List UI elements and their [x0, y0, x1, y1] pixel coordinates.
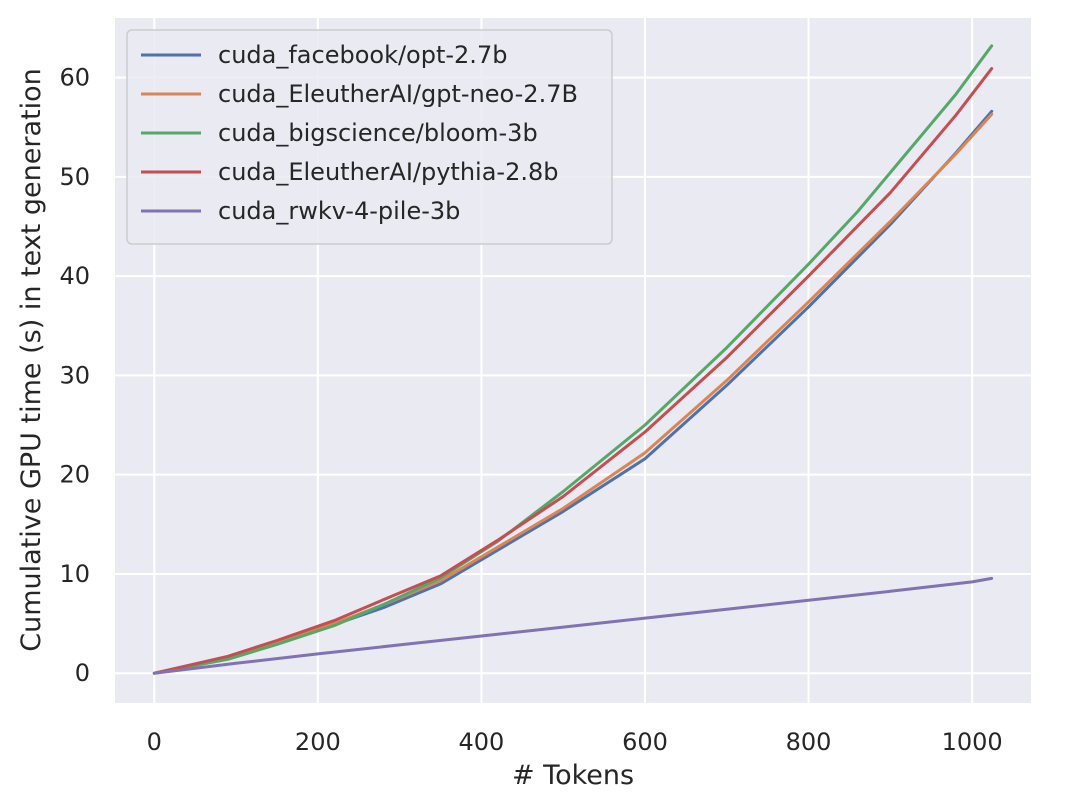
legend-label: cuda_EleutherAI/gpt-neo-2.7B: [218, 80, 578, 108]
legend: cuda_facebook/opt-2.7b cuda_EleutherAI/gp…: [126, 29, 613, 245]
legend-entry: cuda_bigscience/bloom-3b: [141, 119, 538, 147]
legend-label: cuda_EleutherAI/pythia-2.8b: [218, 158, 559, 186]
series-line-3: [152, 44, 994, 675]
legend-entry: cuda_EleutherAI/pythia-2.8b: [141, 158, 559, 186]
y-tick-label: 10: [59, 560, 90, 588]
legend-label: cuda_rwkv-4-pile-3b: [218, 197, 460, 225]
x-tick-label: 600: [622, 728, 668, 756]
y-tick-label: 20: [59, 461, 90, 489]
x-tick-label: 800: [786, 728, 832, 756]
x-axis-label: # Tokens: [512, 760, 634, 791]
legend-label: cuda_facebook/opt-2.7b: [218, 41, 507, 69]
legend-entry: cuda_EleutherAI/gpt-neo-2.7B: [141, 80, 578, 108]
y-tick-labels: 0 10 20 30 40 50 60: [59, 64, 90, 688]
y-tick-label: 50: [59, 163, 90, 191]
y-tick-label: 60: [59, 64, 90, 92]
y-tick-label: 30: [59, 361, 90, 389]
legend-entry: cuda_facebook/opt-2.7b: [141, 41, 507, 69]
x-tick-label: 1000: [942, 728, 1003, 756]
x-tick-label: 400: [458, 728, 504, 756]
legend-entry: cuda_rwkv-4-pile-3b: [141, 197, 460, 225]
y-axis-label: Cumulative GPU time (s) in text generati…: [16, 68, 47, 651]
x-tick-label: 200: [295, 728, 341, 756]
y-tick-label: 40: [59, 262, 90, 290]
series-line-2: [152, 112, 994, 675]
y-tick-label: 0: [75, 659, 90, 687]
series-line-4: [152, 67, 994, 675]
legend-box: [126, 29, 613, 245]
x-tick-labels: 0 200 400 600 800 1000: [147, 728, 1003, 756]
legend-label: cuda_bigscience/bloom-3b: [218, 119, 538, 147]
series-group: [152, 44, 994, 675]
x-tick-label: 0: [147, 728, 162, 756]
series-line-5: [152, 576, 994, 675]
